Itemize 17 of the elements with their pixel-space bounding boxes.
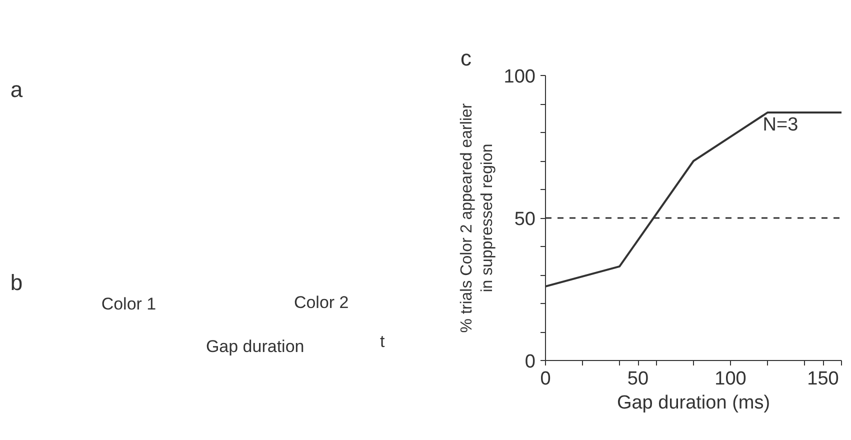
chart-title: c <box>460 46 472 70</box>
text: Color 1 <box>101 294 156 314</box>
y-axis-title: % trials Color 2 appeared earlier in suppressed region <box>458 102 496 333</box>
text: Gap duration <box>206 337 304 356</box>
text: b <box>10 270 23 295</box>
x-axis-title: Gap duration (ms) <box>616 392 770 414</box>
y-tick-label: 0 <box>524 352 536 372</box>
x-tick-label: 100 <box>714 368 746 390</box>
y-tick-label: 100 <box>504 66 536 88</box>
x-tick-label: 150 <box>807 368 839 390</box>
text: a <box>10 76 24 102</box>
text: t <box>380 332 385 351</box>
text: Color 2 <box>294 293 349 312</box>
x-tick-label: 0 <box>540 368 551 390</box>
y-tick-label: 50 <box>514 209 536 230</box>
x-tick-label: 50 <box>627 368 649 390</box>
annotation: N=3 <box>762 114 798 136</box>
